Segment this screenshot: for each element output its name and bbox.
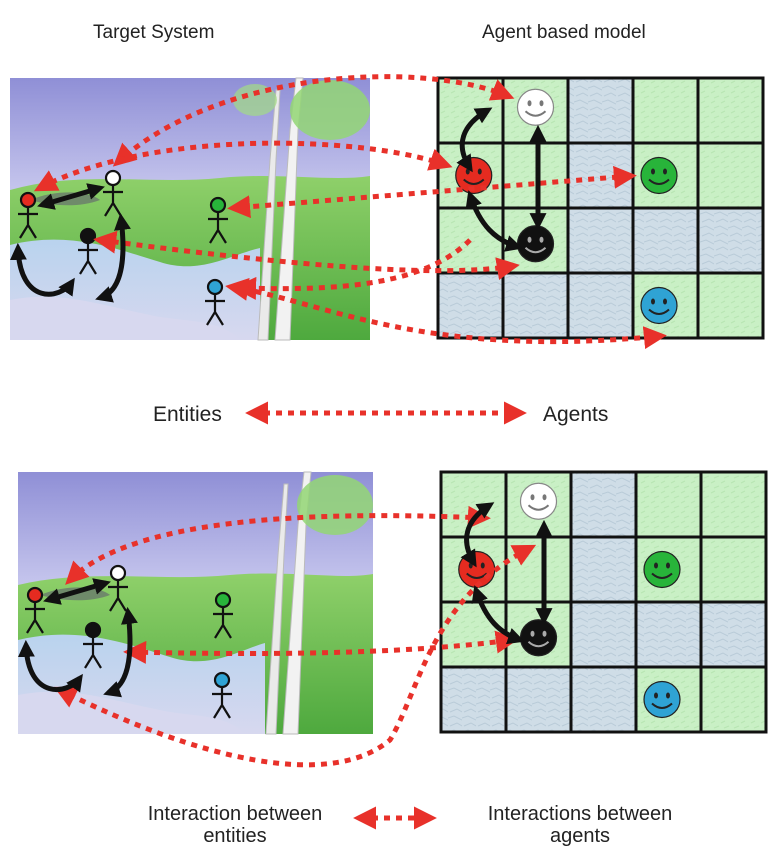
interaction-top-entity-red-white (37, 183, 105, 210)
agent-red-bottom (458, 550, 496, 589)
grid-cell-green (504, 535, 573, 604)
grid-cell-blue (566, 76, 635, 145)
interaction-agents-line2: agents (549, 825, 611, 847)
grid-cell-blue (634, 600, 703, 669)
interaction-entities-line2: entities (203, 825, 267, 847)
map-arrow-cyan (225, 277, 667, 350)
agent-black-top (516, 225, 555, 263)
interactions-between-agents-label: Interactions between agents (455, 803, 705, 847)
grid-cell-green (699, 535, 768, 604)
interaction-top-agent-white-red (456, 107, 493, 173)
entity-green-top (208, 196, 228, 244)
interaction-top-entity-black-white (95, 212, 131, 303)
map-arrow-red (33, 140, 453, 192)
grid-cell-blue (569, 600, 638, 669)
grid-cell-green (439, 600, 508, 669)
interaction-top-entity-red-black (9, 242, 75, 297)
grid-cell-green (436, 76, 505, 145)
entity-red-top (18, 191, 38, 239)
interaction-bottom-agent-white-red (460, 502, 495, 568)
agent-white-top (516, 88, 555, 126)
grid-cell-blue (504, 665, 573, 734)
agent-grid-bottom (439, 470, 768, 734)
interaction-entities-line1: Interaction between (147, 803, 323, 825)
grid-cell-green (699, 665, 768, 734)
grid-cell-blue (569, 665, 638, 734)
interaction-top-agent-red-black (465, 190, 523, 252)
grid-cell-green (699, 470, 768, 539)
interaction-bottom-entity-red-black (17, 639, 83, 693)
map-arrow-black (93, 230, 520, 281)
grid-cell-blue (501, 271, 570, 340)
grid-cell-blue (566, 206, 635, 275)
agent-grid-top (436, 76, 765, 340)
map-arrow-white (112, 74, 515, 167)
grid-cell-green (634, 470, 703, 539)
interaction-between-entities-label: Interaction between entities (115, 803, 355, 847)
interaction-agents-line1: Interactions between (487, 803, 673, 825)
target-system-heading: Target System (93, 22, 215, 43)
grid-cell-blue (699, 600, 768, 669)
agent-cyan-top (640, 286, 678, 325)
grid-cell-blue (439, 665, 508, 734)
grid-cell-blue (436, 271, 505, 340)
agent-white-bottom (519, 482, 558, 520)
grid-cell-blue (569, 535, 638, 604)
grid-cell-green (439, 470, 508, 539)
grid-cell-blue (696, 206, 765, 275)
interaction-bottom-entity-red-white (43, 578, 111, 605)
grid-cell-green (696, 76, 765, 145)
entities-label: Entities (153, 403, 222, 426)
agents-label: Agents (543, 403, 609, 426)
bottom-arrow-cyan-loop (53, 544, 537, 768)
agent-green-bottom (643, 550, 681, 589)
grid-cell-green (631, 76, 700, 145)
interaction-bottom-entity-black-white (103, 606, 138, 698)
grid-cell-blue (566, 141, 635, 210)
map-arrow-cyan-source (233, 238, 472, 300)
agent-black-bottom (519, 619, 558, 657)
agent-based-model-heading: Agent based model (482, 22, 646, 43)
entity-red-bottom (25, 586, 45, 634)
grid-cell-green (696, 271, 765, 340)
grid-cell-green (696, 141, 765, 210)
grid-cell-blue (566, 271, 635, 340)
grid-cell-blue (631, 206, 700, 275)
interaction-bottom-agent-red-black (471, 585, 525, 645)
grid-cell-blue (569, 470, 638, 539)
agent-cyan-bottom (643, 680, 681, 719)
agent-green-top (640, 156, 678, 195)
